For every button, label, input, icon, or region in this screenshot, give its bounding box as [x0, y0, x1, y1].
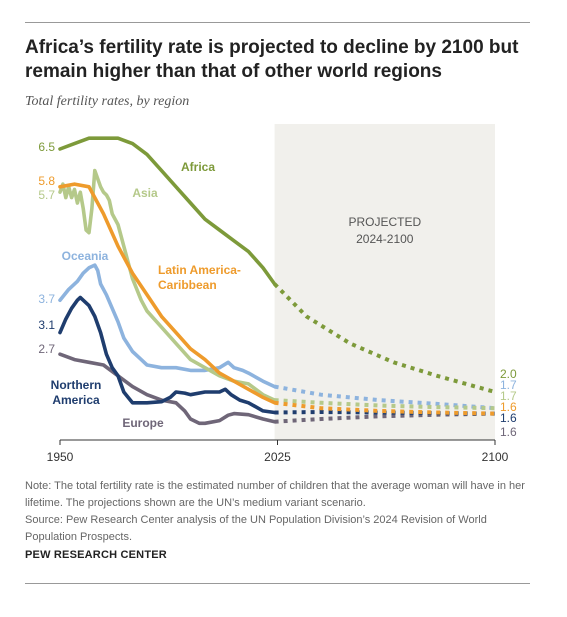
series-line-asia [58, 168, 277, 402]
chart-subtitle: Total fertility rates, by region [25, 94, 190, 109]
series-label-asia: Asia [132, 186, 158, 200]
end-value-northern-america: 1.6 [500, 411, 517, 425]
note-text: Note: The total fertility rate is the es… [25, 480, 525, 509]
x-tick-label-2025: 2025 [264, 450, 291, 464]
series-label-africa: Africa [181, 160, 215, 174]
series-line-africa [58, 136, 277, 286]
start-value-africa: 6.5 [38, 140, 55, 154]
fertility-chart: PROJECTED 2024-2100 1950 2025 2100 Africa Asia… [38, 124, 517, 464]
projected-label: PROJECTED [348, 215, 421, 229]
chart-notes: Note: The total fertility rate is the es… [25, 478, 535, 546]
series-label-northern-america: Northern [51, 378, 102, 392]
series-label-latin-america-caribbean-2: Caribbean [158, 278, 217, 292]
end-value-africa: 2.0 [500, 367, 517, 381]
series-projection-oceania [274, 384, 496, 411]
start-value-oceania: 3.7 [38, 292, 55, 306]
source-text: Source: Pew Research Center analysis of … [25, 514, 487, 543]
series-label-northern-america-2: America [52, 393, 100, 407]
x-tick-label-1950: 1950 [47, 450, 74, 464]
top-rule [25, 22, 530, 23]
start-value-latin-america-caribbean: 5.8 [38, 174, 55, 188]
start-value-asia: 5.7 [38, 188, 55, 202]
series-label-latin-america-caribbean: Latin America- [158, 263, 241, 277]
bottom-rule [25, 583, 530, 584]
series-line-latin-america-caribbean [58, 182, 277, 405]
end-value-europe: 1.6 [500, 425, 517, 439]
series-line-oceania [58, 263, 277, 389]
brand-label: PEW RESEARCH CENTER [25, 549, 167, 561]
end-value-oceania: 1.7 [500, 378, 517, 392]
series-projection-asia [274, 398, 496, 411]
chart-title: Africa’s fertility rate is projected to … [25, 37, 519, 82]
series-line-europe [58, 352, 277, 426]
end-value-asia: 1.7 [500, 389, 517, 403]
projected-range-label: 2024-2100 [356, 232, 414, 246]
x-tick-label-2100: 2100 [482, 450, 509, 464]
series-line-northern-america [58, 295, 277, 415]
projected-region [274, 124, 495, 440]
series-label-europe: Europe [122, 416, 164, 430]
start-value-europe: 2.7 [38, 342, 55, 356]
series-label-oceania: Oceania [62, 249, 109, 263]
series-projection-latin-america-caribbean [274, 400, 496, 416]
end-value-latin-america-caribbean: 1.6 [500, 400, 517, 414]
series-projection-africa [273, 282, 496, 394]
start-value-northern-america: 3.1 [38, 318, 55, 332]
